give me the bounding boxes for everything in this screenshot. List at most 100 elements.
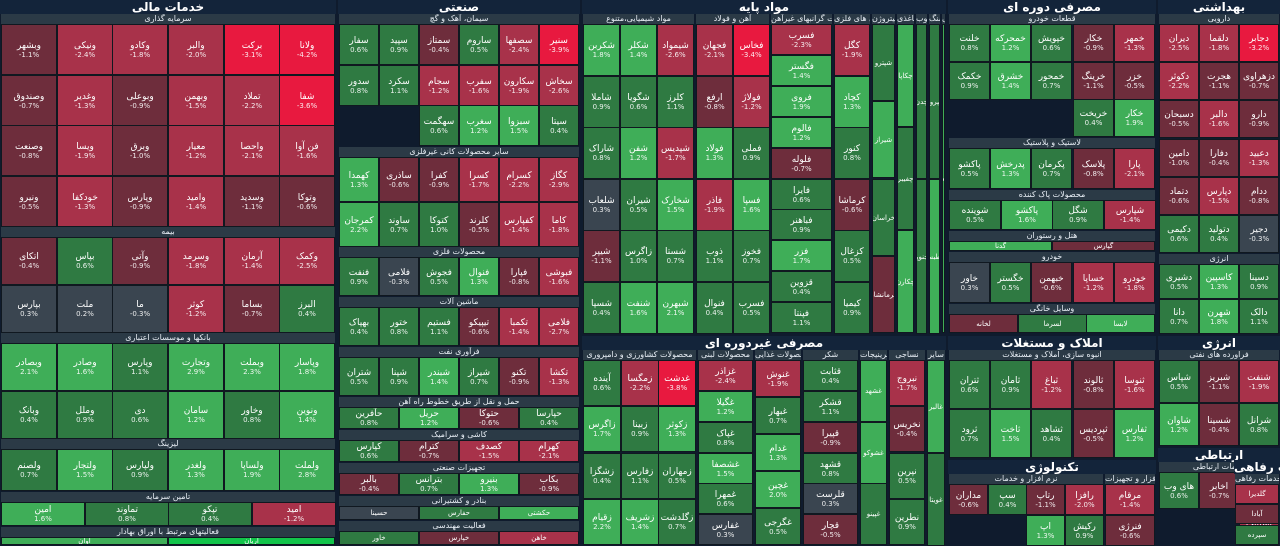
stock-tile[interactable]: کگل -1.9% xyxy=(834,24,870,76)
stock-tile[interactable]: قپیرا -0.9% xyxy=(803,422,858,453)
stock-tile[interactable]: شرانل 0.8% xyxy=(1239,403,1279,446)
stock-tile[interactable]: کسرا -1.7% xyxy=(459,157,499,202)
stock-tile[interactable]: وآتی -0.9% xyxy=(112,237,168,285)
stock-tile[interactable]: ارفع -0.8% xyxy=(696,76,733,128)
stock-tile[interactable]: ثفارس 1.2% xyxy=(1114,409,1155,458)
stock-tile[interactable]: چفیبر0.6% xyxy=(897,127,914,230)
stock-tile[interactable]: دپارس -1.5% xyxy=(1199,177,1239,215)
stock-tile[interactable]: دامین -1.0% xyxy=(1159,139,1199,177)
stock-tile[interactable]: رافزا -2.0% xyxy=(1065,484,1104,515)
stock-tile[interactable]: خاهن-1.2% xyxy=(499,531,579,545)
stock-tile[interactable]: سصفها -2.4% xyxy=(499,24,539,65)
stock-tile[interactable]: بترانس 0.7% xyxy=(399,473,459,495)
stock-tile[interactable]: پکرمان 0.7% xyxy=(1031,148,1072,189)
stock-tile[interactable]: فجهان -2.1% xyxy=(696,24,733,76)
stock-tile[interactable]: وبصادر 2.1% xyxy=(1,343,57,391)
stock-tile[interactable]: برکت -3.1% xyxy=(224,24,280,75)
stock-tile[interactable]: زکوثر 1.3% xyxy=(658,406,696,452)
stock-tile[interactable]: رتاپ -1.1% xyxy=(1026,484,1065,515)
stock-tile[interactable]: زشگزا 0.4% xyxy=(583,453,621,499)
stock-tile[interactable]: شپنا 0.9% xyxy=(379,357,419,396)
stock-tile[interactable]: غپینو0.6% xyxy=(860,483,887,545)
stock-tile[interactable]: فسرب -2.3% xyxy=(771,24,832,55)
stock-tile[interactable]: کفپارس -1.4% xyxy=(499,202,539,247)
stock-tile[interactable]: آرمان -1.4% xyxy=(224,237,280,285)
stock-tile[interactable]: دالبر -1.6% xyxy=(1199,100,1239,138)
stock-tile[interactable]: آینده 0.6% xyxy=(583,360,621,406)
stock-tile[interactable]: دسینا 0.9% xyxy=(1239,264,1279,299)
stock-tile[interactable]: حسینا0.3% xyxy=(339,506,419,520)
stock-tile[interactable]: دفارا -0.4% xyxy=(1199,139,1239,177)
stock-tile[interactable]: دتماد -0.6% xyxy=(1159,177,1199,215)
stock-tile[interactable]: شکلر 1.4% xyxy=(620,24,657,76)
stock-tile[interactable]: فخوز 0.7% xyxy=(733,230,770,282)
stock-tile[interactable]: خگستر 0.5% xyxy=(990,262,1031,303)
stock-tile[interactable]: ثپردیس -0.5% xyxy=(1073,409,1114,458)
stock-tile[interactable]: وبوعلی -0.9% xyxy=(112,75,168,126)
stock-tile[interactable]: سفرب -1.6% xyxy=(459,65,499,106)
stock-tile[interactable]: خراسان0.4% xyxy=(872,179,895,256)
stock-tile[interactable]: وپارس 1.1% xyxy=(112,343,168,391)
stock-tile[interactable]: سنیر -3.9% xyxy=(539,24,579,65)
stock-tile[interactable]: حریل 1.2% xyxy=(399,407,459,429)
stock-tile[interactable]: پاکشو 1.6% xyxy=(1001,200,1053,230)
stock-tile[interactable]: وکادو -1.8% xyxy=(112,24,168,75)
stock-tile[interactable]: خکار -0.9% xyxy=(1073,24,1114,62)
stock-tile[interactable]: تملاد -2.2% xyxy=(224,75,280,126)
stock-tile[interactable]: کمرجان 2.2% xyxy=(339,202,379,247)
stock-tile[interactable]: دتولید 0.4% xyxy=(1199,215,1239,253)
stock-tile[interactable]: فن آوا -1.6% xyxy=(279,125,335,176)
stock-tile[interactable]: سغرب 1.2% xyxy=(459,105,499,146)
stock-tile[interactable]: فلامی -0.3% xyxy=(379,257,419,296)
stock-tile[interactable]: دارو -0.9% xyxy=(1239,100,1279,138)
stock-tile[interactable]: پاکشو 0.5% xyxy=(949,148,990,189)
stock-tile[interactable]: غدشت -3.8% xyxy=(658,360,696,406)
stock-tile[interactable]: کیمیا 0.9% xyxy=(834,282,870,334)
stock-tile[interactable]: ونیکی -2.4% xyxy=(57,24,113,75)
stock-tile[interactable]: گدنا1.2% xyxy=(949,241,1052,251)
stock-tile[interactable]: دعبید -1.3% xyxy=(1239,139,1279,177)
stock-tile[interactable]: دانا 0.7% xyxy=(1159,299,1199,334)
stock-tile[interactable]: شاملا 0.9% xyxy=(583,76,620,128)
stock-tile[interactable]: گپارس-0.7% xyxy=(1052,241,1155,251)
stock-tile[interactable]: قلرست 0.3% xyxy=(803,483,858,514)
stock-tile[interactable]: خریخت 0.4% xyxy=(1073,99,1114,137)
stock-tile[interactable]: وغدیر -1.3% xyxy=(57,75,113,126)
stock-tile[interactable]: شتران 0.5% xyxy=(339,357,379,396)
stock-tile[interactable]: گلدیرا-2.2% xyxy=(1235,484,1279,504)
stock-tile[interactable]: غشهد1.9% xyxy=(860,360,887,422)
stock-tile[interactable]: خکمک 0.9% xyxy=(949,62,990,100)
stock-tile[interactable]: حتوکا -0.6% xyxy=(459,407,519,429)
stock-tile[interactable]: زقیام 2.2% xyxy=(583,499,621,545)
stock-tile[interactable]: شسپا 0.4% xyxy=(583,282,620,334)
stock-tile[interactable]: سکرد 1.1% xyxy=(379,65,419,106)
stock-tile[interactable]: دسبحان -0.5% xyxy=(1159,100,1199,138)
stock-tile[interactable]: بالبر -0.4% xyxy=(339,473,399,495)
stock-tile[interactable]: تکشا -1.3% xyxy=(539,357,579,396)
stock-tile[interactable]: وکمک -2.5% xyxy=(279,237,335,285)
stock-tile[interactable]: زگلدشت 0.7% xyxy=(658,499,696,545)
stock-tile[interactable]: بهپاک 0.4% xyxy=(339,307,379,346)
stock-tile[interactable]: کاما -1.8% xyxy=(539,202,579,247)
stock-tile[interactable]: حآفرین 0.8% xyxy=(339,407,399,429)
stock-tile[interactable]: غشصفا 1.5% xyxy=(698,453,753,484)
stock-tile[interactable]: آبادا-0.9% xyxy=(1235,504,1279,524)
stock-tile[interactable]: شپدیس -1.7% xyxy=(657,127,694,179)
stock-tile[interactable]: خزر -0.5% xyxy=(1114,62,1155,100)
stock-tile[interactable]: زاگرس 1.0% xyxy=(620,230,657,282)
stock-tile[interactable]: دجابر -3.2% xyxy=(1239,24,1279,62)
stock-tile[interactable]: ثالوند -0.8% xyxy=(1073,360,1114,409)
stock-tile[interactable]: شیران 0.5% xyxy=(620,179,657,231)
stock-tile[interactable]: نبروج -1.7% xyxy=(889,360,925,406)
stock-tile[interactable]: شهرن 1.8% xyxy=(1199,299,1239,334)
stock-tile[interactable]: ویسا -1.9% xyxy=(57,125,113,176)
stock-tile[interactable]: سمتاز -0.4% xyxy=(419,24,459,65)
stock-tile[interactable]: چدن0.7% xyxy=(916,24,927,179)
stock-tile[interactable]: شگویا 0.6% xyxy=(620,76,657,128)
stock-tile[interactable]: غزاذر -2.4% xyxy=(698,360,753,391)
stock-tile[interactable]: هجرت -1.1% xyxy=(1199,62,1239,100)
stock-tile[interactable]: شپاس 0.5% xyxy=(1159,360,1199,403)
stock-tile[interactable]: کرمانشاه-0.5% xyxy=(872,256,895,333)
stock-tile[interactable]: امین 1.6% xyxy=(1,502,85,526)
stock-tile[interactable]: ساوند 0.7% xyxy=(379,202,419,247)
